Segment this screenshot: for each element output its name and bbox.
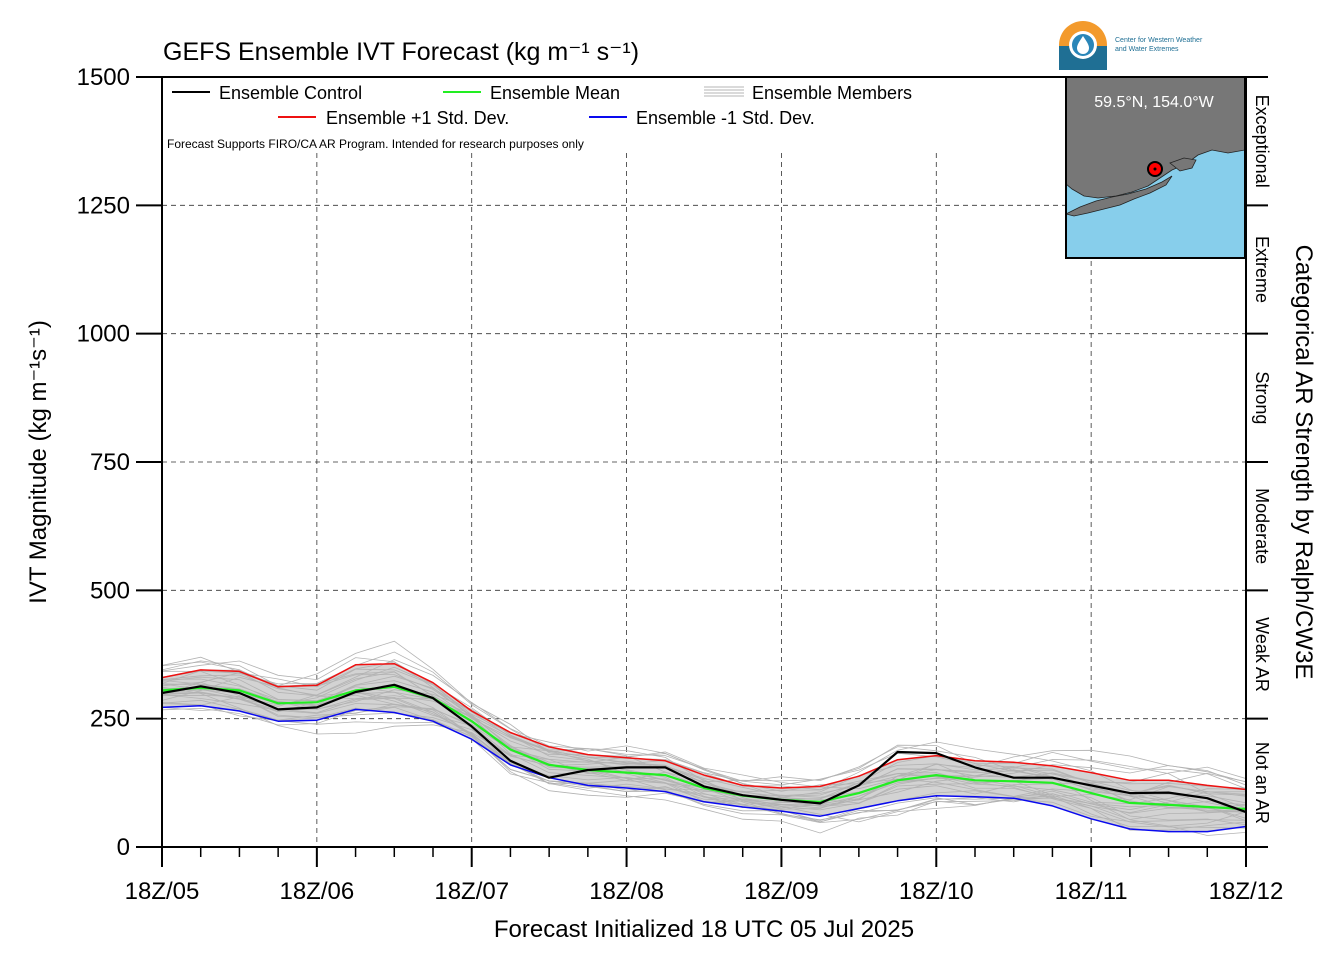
ensemble-member-line: [162, 640, 1246, 809]
ensemble-member-line: [162, 680, 1246, 826]
map-peninsula: [1066, 175, 1173, 217]
legend-plus-label: Ensemble +1 Std. Dev.: [326, 108, 509, 128]
ensemble-member-line: [162, 657, 1246, 822]
x-tick-label: 18Z/07: [434, 878, 509, 905]
x-tick-label: 18Z/11: [1055, 878, 1128, 905]
ensemble-member-line: [162, 703, 1246, 829]
ensemble-member-line: [162, 702, 1246, 811]
map-island: [1169, 157, 1197, 172]
ensemble-member-line: [162, 660, 1246, 800]
ensemble-member-line: [162, 678, 1246, 812]
ensemble-members: [162, 640, 1246, 836]
y-tick-label: 1250: [77, 192, 130, 219]
cw3e-logo: Center for Western Weather and Water Ext…: [1059, 21, 1203, 70]
y-tick-label: 1500: [77, 64, 130, 91]
ar-category-labels: Not an AR Weak AR Moderate Strong Extreme Exc…: [1252, 95, 1272, 824]
inset-map: 59.5°N, 154.0°W: [1065, 76, 1246, 259]
ensemble-member-line: [162, 670, 1246, 809]
ensemble-member-line: [162, 661, 1246, 836]
x-tick-label: 18Z/08: [589, 878, 664, 905]
chart-title: GEFS Ensemble IVT Forecast (kg m⁻¹ s⁻¹): [163, 38, 639, 66]
ensemble-member-line: [162, 659, 1246, 806]
category-label: Extreme: [1252, 236, 1272, 303]
legend-mean-label: Ensemble Mean: [490, 83, 620, 103]
right-axis-label: Categorical AR Strength by Ralph/CW3E: [1290, 245, 1317, 680]
x-tick-label: 18Z/06: [279, 878, 354, 905]
legend-control-label: Ensemble Control: [219, 83, 362, 103]
x-tick-label: 18Z/09: [744, 878, 819, 905]
series-ensemble-control-line: [162, 683, 1246, 814]
x-tick-labels: 18Z/05 18Z/06 18Z/07 18Z/08 18Z/09 18Z/10 18Z/…: [125, 878, 1284, 905]
y-tick-label: 500: [90, 577, 130, 604]
ensemble-member-line: [162, 683, 1246, 819]
series-ensemble-1-std-dev-line: [162, 705, 1246, 833]
category-label: Moderate: [1252, 488, 1272, 564]
logo-line2: and Water Extremes: [1115, 46, 1179, 53]
x-axis-label: Forecast Initialized 18 UTC 05 Jul 2025: [494, 916, 914, 943]
legend: Ensemble Control Ensemble Mean Ensemble …: [167, 83, 912, 151]
map-land: [1066, 77, 1245, 199]
ensemble-member-line: [162, 686, 1246, 823]
legend-minus-label: Ensemble -1 Std. Dev.: [636, 108, 815, 128]
y-tick-label: 750: [90, 449, 130, 476]
series-lines: [162, 662, 1246, 833]
y-axis-label: IVT Magnitude (kg m⁻¹s⁻¹): [25, 320, 52, 604]
legend-members-label: Ensemble Members: [752, 83, 912, 103]
ensemble-member-line: [162, 651, 1246, 798]
logo-line1: Center for Western Weather: [1115, 37, 1203, 44]
y-tick-labels: 0 250 500 750 1000 1250 1500: [77, 64, 130, 861]
category-label: Exceptional: [1252, 95, 1272, 188]
series-ensemble-1-std-dev-line: [162, 662, 1246, 791]
series-ensemble-mean-line: [162, 685, 1246, 811]
y-tick-label: 0: [117, 834, 130, 861]
map-location-label: 59.5°N, 154.0°W: [1094, 94, 1214, 111]
x-tick-label: 18Z/12: [1209, 878, 1284, 905]
map-frame: [1065, 76, 1246, 259]
axis-ticks: [136, 76, 1268, 867]
category-label: Not an AR: [1252, 742, 1272, 824]
ensemble-member-line: [162, 680, 1246, 812]
y-tick-label: 250: [90, 706, 130, 733]
category-label: Strong: [1252, 371, 1272, 424]
legend-members-swatch: [704, 86, 744, 97]
category-label: Weak AR: [1252, 617, 1272, 692]
x-tick-label: 18Z/10: [899, 878, 974, 905]
research-note: Forecast Supports FIRO/CA AR Program. In…: [167, 137, 584, 151]
y-tick-label: 1000: [77, 321, 130, 348]
water-drop-icon: [1077, 36, 1089, 54]
x-tick-label: 18Z/05: [125, 878, 200, 905]
ensemble-member-line: [162, 699, 1246, 813]
ensemble-member-line: [162, 706, 1246, 823]
ensemble-member-line: [162, 675, 1246, 811]
map-location-dot: [1153, 167, 1157, 171]
ensemble-member-line: [162, 686, 1246, 813]
